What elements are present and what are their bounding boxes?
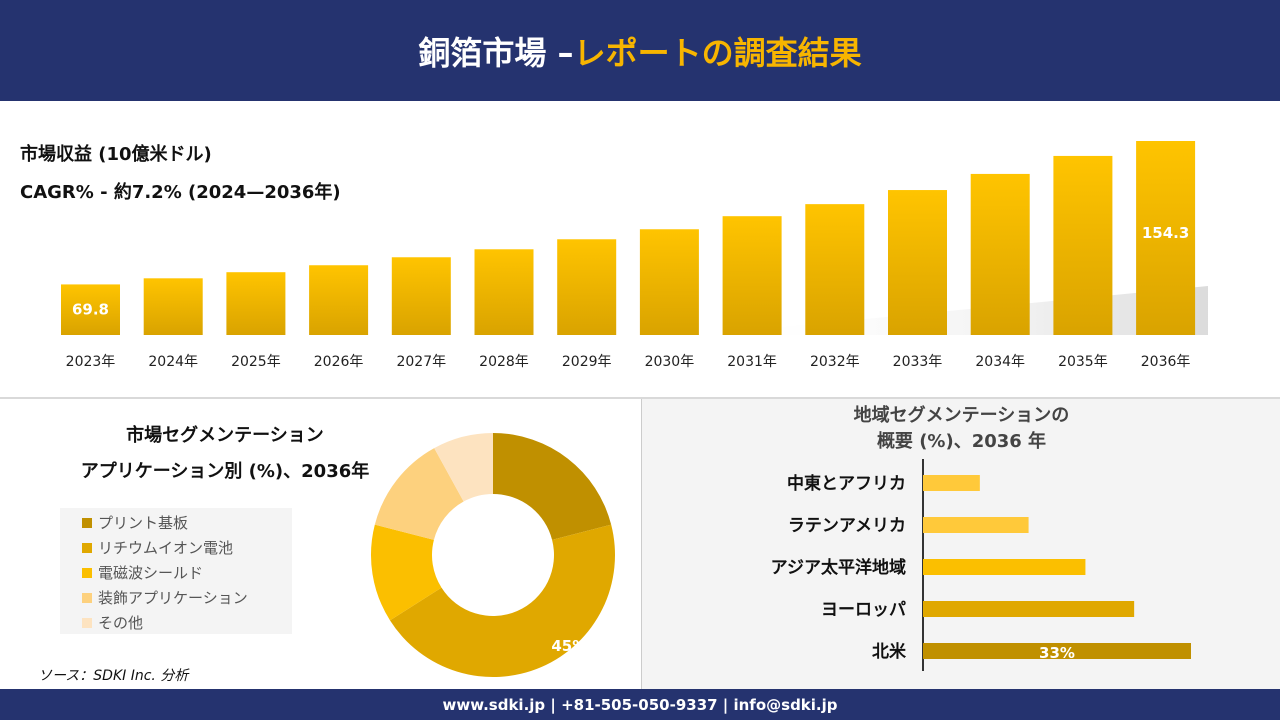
revenue-bar: [805, 204, 865, 335]
title-yellow: レポートの調査結果: [573, 33, 862, 72]
year-tick-label: 2029年: [562, 354, 612, 370]
legend-swatch: [82, 517, 92, 528]
region-bar: [923, 517, 1029, 533]
region-label: ラテンアメリカ: [788, 516, 906, 536]
revenue-bar: [970, 173, 1030, 335]
revenue-bar: [1136, 141, 1196, 335]
cagr-label: CAGR% - 約7.2% (2024—2036年): [20, 182, 341, 203]
revenue-bar: [639, 229, 699, 335]
bar-data-label: 154.3: [1142, 224, 1189, 242]
legend-item: プリント基板: [82, 510, 292, 535]
region-label: 中東とアフリカ: [787, 473, 906, 494]
legend-label: その他: [98, 614, 144, 632]
donut-slice: [374, 448, 464, 540]
year-tick-label: 2027年: [396, 354, 446, 370]
year-tick-label: 2030年: [645, 354, 695, 370]
year-tick-label: 2028年: [479, 354, 529, 370]
source-note: ソース：SDKI Inc. 分析: [38, 668, 189, 684]
year-tick-label: 2024年: [148, 354, 198, 370]
legend-swatch: [82, 617, 92, 628]
donut-legend: プリント基板 リチウムイオン電池 電磁波シールド 装飾アプリケーション その他: [60, 508, 292, 634]
application-segment-panel: 市場セグメンテーション アプリケーション別 (%)、2036年 プリント基板 リ…: [0, 399, 640, 689]
year-tick-label: 2034年: [975, 354, 1025, 370]
region-bar: [923, 601, 1135, 617]
segment-title-1: 市場セグメンテーション: [126, 425, 324, 446]
revenue-bar: [226, 272, 286, 335]
donut-slice: [434, 433, 493, 502]
segment-title-2: アプリケーション別 (%)、2036年: [80, 461, 370, 482]
legend-item: 電磁波シールド: [82, 560, 292, 585]
donut-slice: [493, 433, 612, 540]
legend-label: リチウムイオン電池: [98, 539, 234, 557]
year-tick-label: 2025年: [231, 354, 281, 370]
year-tick-label: 2033年: [893, 354, 943, 370]
region-label: 北米: [872, 641, 907, 662]
donut-data-label: 45%: [551, 637, 587, 655]
year-tick-label: 2031年: [727, 354, 777, 370]
legend-label: 電磁波シールド: [98, 564, 204, 582]
year-tick-label: 2032年: [810, 354, 860, 370]
application-donut-chart: 45%: [371, 433, 615, 677]
legend-swatch: [82, 592, 92, 603]
legend-label: 装飾アプリケーション: [98, 589, 248, 607]
legend-item: 装飾アプリケーション: [82, 585, 292, 610]
region-data-label: 33%: [1039, 644, 1075, 662]
revenue-bar: [143, 278, 203, 335]
year-tick-label: 2035年: [1058, 354, 1108, 370]
footer-contact: www.sdki.jp | +81-505-050-9337 | info@sd…: [0, 689, 1280, 720]
revenue-bar: [309, 265, 369, 335]
divider: [0, 397, 1280, 399]
revenue-bar: [1053, 155, 1113, 335]
legend-label: プリント基板: [98, 514, 189, 532]
revenue-bar-chart: 2023年 69.8 2024年 2025年 2026年 2027年 2028年 2029年 2…: [61, 141, 1208, 370]
page-header: 銅箔市場 – レポートの調査結果: [0, 0, 1280, 101]
legend-swatch: [82, 567, 92, 578]
revenue-bar: [888, 190, 947, 335]
legend-item: リチウムイオン電池: [82, 535, 292, 560]
revenue-bar: [391, 257, 451, 335]
region-bar: [923, 643, 1191, 659]
revenue-bar: [474, 249, 534, 335]
region-label: ヨーロッパ: [821, 600, 906, 620]
region-bar: [923, 559, 1086, 575]
year-tick-label: 2023年: [66, 354, 116, 370]
revenue-bar: [722, 216, 782, 335]
region-label: アジア太平洋地域: [771, 557, 906, 578]
year-tick-label: 2036年: [1141, 354, 1191, 370]
region-title-2: 概要 (%)、2036 年: [876, 431, 1047, 452]
region-segment-panel: 地域セグメンテーションの 概要 (%)、2036 年 中東とアフリカ ラテンアメリ…: [641, 399, 1280, 689]
revenue-bar: [557, 239, 617, 335]
title-white: 銅箔市場 –: [418, 33, 574, 72]
bar-data-label: 69.8: [72, 300, 109, 318]
revenue-bar: [61, 284, 120, 335]
region-title-1: 地域セグメンテーションの: [853, 405, 1070, 426]
donut-slice: [389, 524, 615, 677]
legend-item: その他: [82, 610, 292, 635]
donut-slice: [371, 524, 442, 621]
region-bar: [923, 475, 980, 491]
revenue-label: 市場収益 (10億米ドル): [20, 144, 212, 165]
year-tick-label: 2026年: [314, 354, 364, 370]
legend-swatch: [82, 542, 92, 553]
